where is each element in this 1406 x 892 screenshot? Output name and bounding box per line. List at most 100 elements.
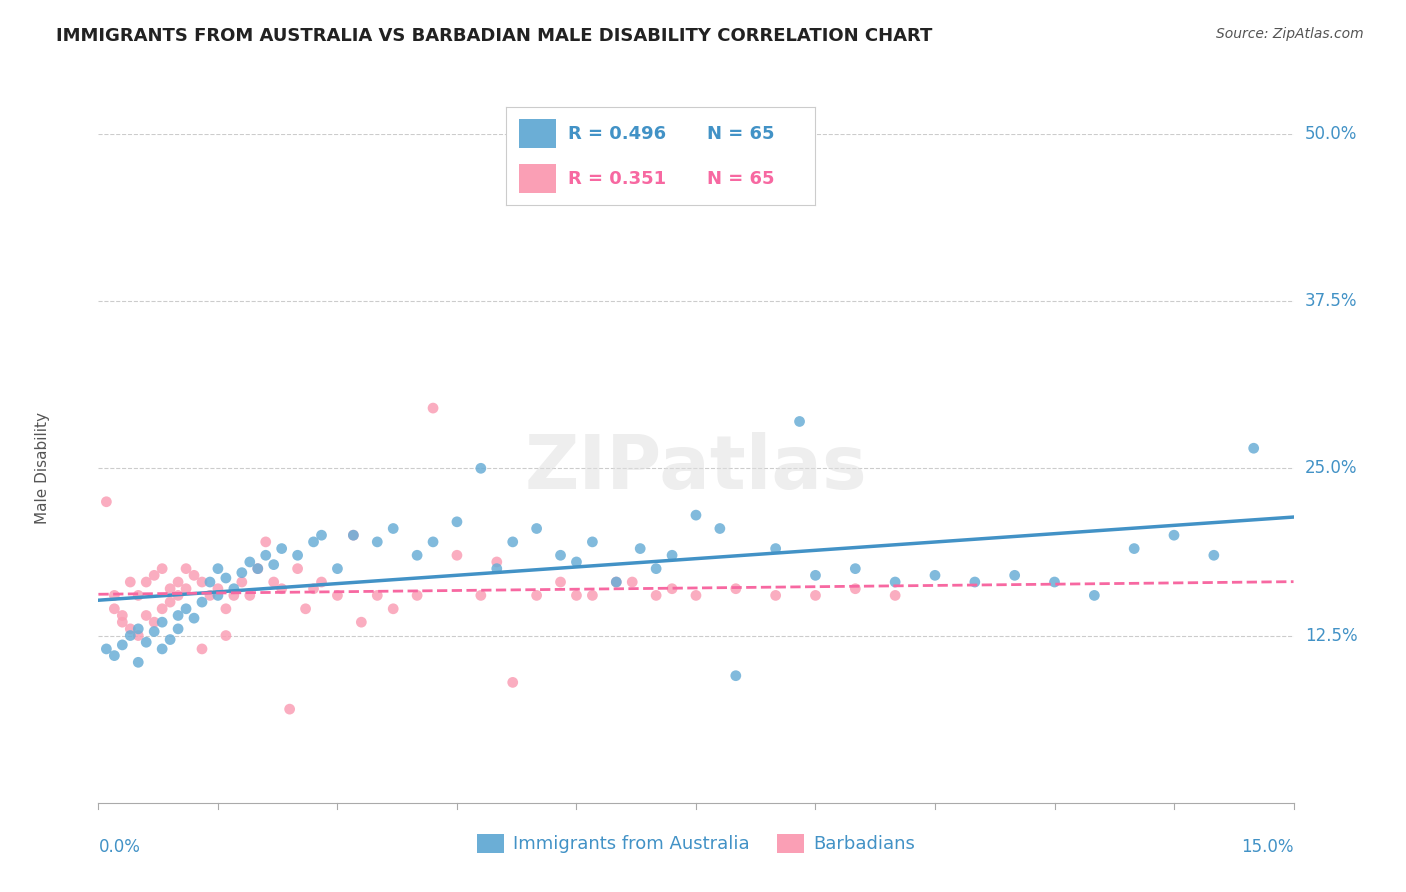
Text: 12.5%: 12.5% — [1305, 626, 1357, 645]
Point — [127, 628, 149, 642]
Point — [605, 575, 627, 590]
Text: N = 65: N = 65 — [707, 125, 775, 143]
Point — [127, 589, 149, 603]
Point — [150, 615, 173, 630]
Point — [350, 615, 373, 630]
Point — [311, 575, 333, 590]
Point — [724, 582, 747, 596]
Point — [111, 615, 134, 630]
Point — [159, 632, 181, 647]
Point — [215, 628, 238, 642]
Text: N = 65: N = 65 — [707, 169, 775, 187]
Text: 25.0%: 25.0% — [1305, 459, 1357, 477]
Point — [526, 589, 548, 603]
Point — [167, 608, 190, 623]
Point — [645, 562, 668, 576]
Point — [263, 558, 285, 572]
Point — [621, 575, 644, 590]
Point — [366, 589, 388, 603]
Point — [287, 562, 309, 576]
Point — [565, 589, 588, 603]
Point — [135, 635, 157, 649]
Point — [120, 622, 142, 636]
Point — [485, 562, 508, 576]
Point — [246, 562, 269, 576]
Point — [287, 548, 309, 563]
Point — [127, 622, 149, 636]
Point — [183, 611, 205, 625]
Point — [278, 702, 301, 716]
Point — [709, 521, 731, 535]
Point — [174, 582, 197, 596]
Point — [174, 562, 197, 576]
Point — [724, 669, 747, 683]
Point — [884, 575, 907, 590]
Point — [550, 575, 572, 590]
Point — [191, 595, 214, 609]
Point — [191, 575, 214, 590]
Point — [1163, 528, 1185, 542]
Point — [143, 568, 166, 582]
Point — [963, 575, 986, 590]
Point — [302, 582, 325, 596]
Point — [406, 548, 429, 563]
Point — [1043, 575, 1066, 590]
Point — [924, 568, 946, 582]
Point — [207, 562, 229, 576]
Point — [150, 602, 173, 616]
Point — [526, 521, 548, 535]
Point — [96, 494, 118, 508]
Point — [844, 582, 866, 596]
Point — [111, 638, 134, 652]
Point — [198, 589, 221, 603]
Point — [135, 608, 157, 623]
Point — [231, 575, 253, 590]
Bar — [519, 119, 555, 148]
Point — [366, 535, 388, 549]
Point — [1004, 568, 1026, 582]
Point — [222, 582, 245, 596]
Point — [96, 642, 118, 657]
Point — [844, 562, 866, 576]
Point — [661, 582, 683, 596]
Text: 37.5%: 37.5% — [1305, 292, 1357, 310]
Point — [685, 589, 707, 603]
Point — [183, 568, 205, 582]
Point — [605, 575, 627, 590]
Point — [150, 642, 173, 657]
Point — [302, 535, 325, 549]
Text: R = 0.351: R = 0.351 — [568, 169, 666, 187]
Point — [502, 675, 524, 690]
Point — [422, 535, 444, 549]
Point — [120, 628, 142, 642]
Point — [215, 571, 238, 585]
Point — [342, 528, 364, 542]
Point — [174, 602, 197, 616]
Text: ZIPatlas: ZIPatlas — [524, 432, 868, 505]
Point — [1083, 589, 1105, 603]
Text: 15.0%: 15.0% — [1241, 838, 1294, 855]
Point — [645, 589, 668, 603]
Point — [103, 602, 125, 616]
Point — [406, 589, 429, 603]
Text: R = 0.496: R = 0.496 — [568, 125, 666, 143]
Point — [382, 521, 405, 535]
Point — [207, 589, 229, 603]
Bar — [519, 164, 555, 194]
Point — [422, 401, 444, 416]
Point — [311, 528, 333, 542]
Point — [111, 608, 134, 623]
Point — [254, 548, 277, 563]
Point — [581, 535, 603, 549]
Point — [231, 566, 253, 580]
Point — [167, 622, 190, 636]
Point — [661, 548, 683, 563]
Point — [222, 589, 245, 603]
Point — [804, 589, 827, 603]
Point — [789, 415, 811, 429]
Point — [1243, 442, 1265, 456]
Point — [342, 528, 364, 542]
Point — [150, 562, 173, 576]
Point — [804, 568, 827, 582]
Point — [263, 575, 285, 590]
